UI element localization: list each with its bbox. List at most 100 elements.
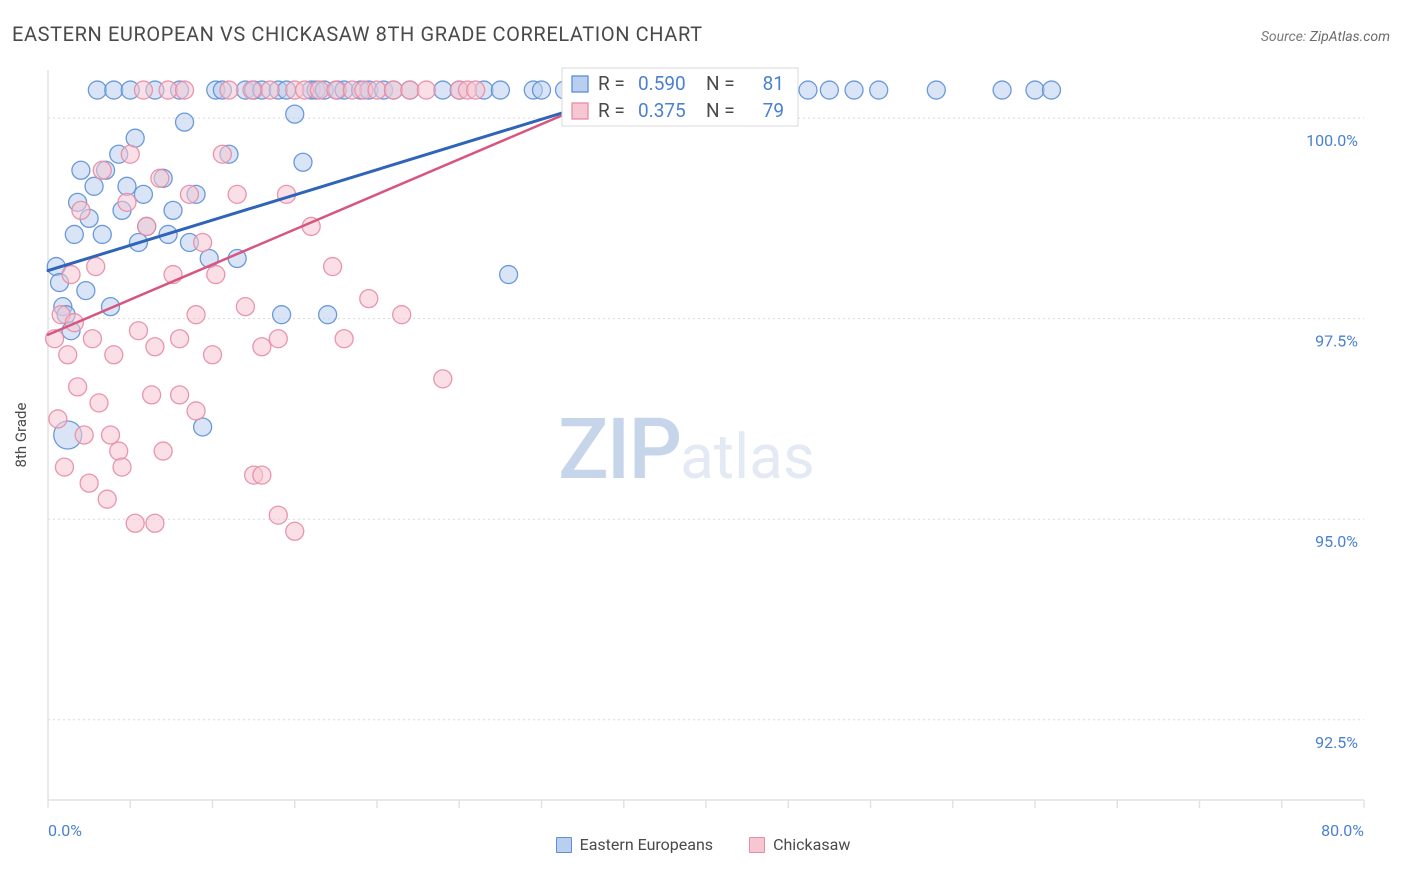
stats-r-label: R =: [598, 72, 625, 95]
data-point: [134, 185, 152, 203]
data-point: [55, 458, 73, 476]
data-point: [146, 338, 164, 356]
data-point: [118, 193, 136, 211]
stats-swatch-eastern: [572, 76, 588, 92]
data-point: [180, 185, 198, 203]
data-point: [85, 177, 103, 195]
data-point: [253, 338, 271, 356]
data-point: [102, 426, 120, 444]
data-point: [500, 266, 518, 284]
data-point: [360, 290, 378, 308]
data-point: [236, 298, 254, 316]
data-point: [151, 169, 169, 187]
correlation-scatter-chart: 92.5%95.0%97.5%100.0%8th Grade0.0%80.0%R…: [0, 60, 1406, 860]
data-point: [467, 81, 485, 99]
data-point: [176, 81, 194, 99]
y-tick-label: 97.5%: [1315, 332, 1358, 351]
data-point: [126, 129, 144, 147]
data-point: [927, 81, 945, 99]
data-point: [273, 306, 291, 324]
data-point: [187, 402, 205, 420]
data-point: [93, 161, 111, 179]
y-axis-label: 8th Grade: [12, 403, 30, 468]
data-point: [335, 330, 353, 348]
data-point: [93, 225, 111, 243]
title-row: EASTERN EUROPEAN VS CHICKASAW 8TH GRADE …: [12, 22, 1390, 46]
data-point: [110, 442, 128, 460]
legend-swatch-eastern: [556, 837, 572, 853]
data-point: [269, 330, 287, 348]
stats-n-value-eastern: 81: [763, 72, 784, 95]
data-point: [72, 161, 90, 179]
data-point: [294, 153, 312, 171]
data-point: [98, 490, 116, 508]
stats-r-value-chickasaw: 0.375: [638, 99, 686, 122]
data-point: [194, 418, 212, 436]
data-point: [393, 306, 411, 324]
data-point: [434, 81, 452, 99]
data-point: [171, 386, 189, 404]
data-point: [319, 306, 337, 324]
data-point: [72, 201, 90, 219]
data-point: [368, 81, 386, 99]
data-point: [126, 514, 144, 532]
scatter-series-eastern: [47, 81, 1060, 449]
data-point: [171, 330, 189, 348]
data-point: [243, 81, 261, 99]
data-point: [129, 322, 147, 340]
data-point: [118, 177, 136, 195]
data-point: [228, 185, 246, 203]
legend-label-chickasaw: Chickasaw: [773, 835, 850, 854]
data-point: [105, 346, 123, 364]
data-point: [207, 266, 225, 284]
stats-n-label: N =: [706, 99, 735, 122]
source-attribution: Source: ZipAtlas.com: [1261, 29, 1390, 45]
legend-label-eastern: Eastern Europeans: [580, 835, 713, 854]
stats-n-value-chickasaw: 79: [763, 99, 784, 122]
data-point: [993, 81, 1011, 99]
legend-swatch-chickasaw: [749, 837, 765, 853]
data-point: [138, 217, 156, 235]
data-point: [59, 346, 77, 364]
data-point: [310, 81, 328, 99]
y-tick-label: 95.0%: [1315, 532, 1358, 551]
data-point: [90, 394, 108, 412]
legend-item-chickasaw: Chickasaw: [749, 835, 850, 854]
data-point: [88, 81, 106, 99]
data-point: [77, 282, 95, 300]
data-point: [204, 346, 222, 364]
stats-swatch-chickasaw: [572, 103, 588, 119]
data-point: [83, 330, 101, 348]
data-point: [820, 81, 838, 99]
data-point: [213, 145, 231, 163]
data-point: [87, 258, 105, 276]
legend-item-eastern: Eastern Europeans: [556, 835, 713, 854]
y-tick-label: 92.5%: [1315, 733, 1358, 752]
data-point: [113, 458, 131, 476]
data-point: [870, 81, 888, 99]
stats-n-label: N =: [706, 72, 735, 95]
data-point: [845, 81, 863, 99]
data-point: [65, 225, 83, 243]
data-point: [121, 145, 139, 163]
data-point: [1042, 81, 1060, 99]
data-point: [134, 81, 152, 99]
data-point: [49, 410, 67, 428]
data-point: [220, 81, 238, 99]
data-point: [327, 81, 345, 99]
chart-title: EASTERN EUROPEAN VS CHICKASAW 8TH GRADE …: [12, 22, 703, 46]
data-point: [146, 514, 164, 532]
data-point: [286, 105, 304, 123]
data-point: [143, 386, 161, 404]
data-point: [417, 81, 435, 99]
data-point: [164, 201, 182, 219]
stats-r-value-eastern: 0.590: [638, 72, 686, 95]
data-point: [799, 81, 817, 99]
source-label: Source:: [1261, 29, 1306, 45]
data-point: [324, 258, 342, 276]
data-point: [384, 81, 402, 99]
y-tick-label: 100.0%: [1306, 131, 1358, 150]
data-point: [434, 370, 452, 388]
data-point: [194, 233, 212, 251]
data-point: [286, 522, 304, 540]
